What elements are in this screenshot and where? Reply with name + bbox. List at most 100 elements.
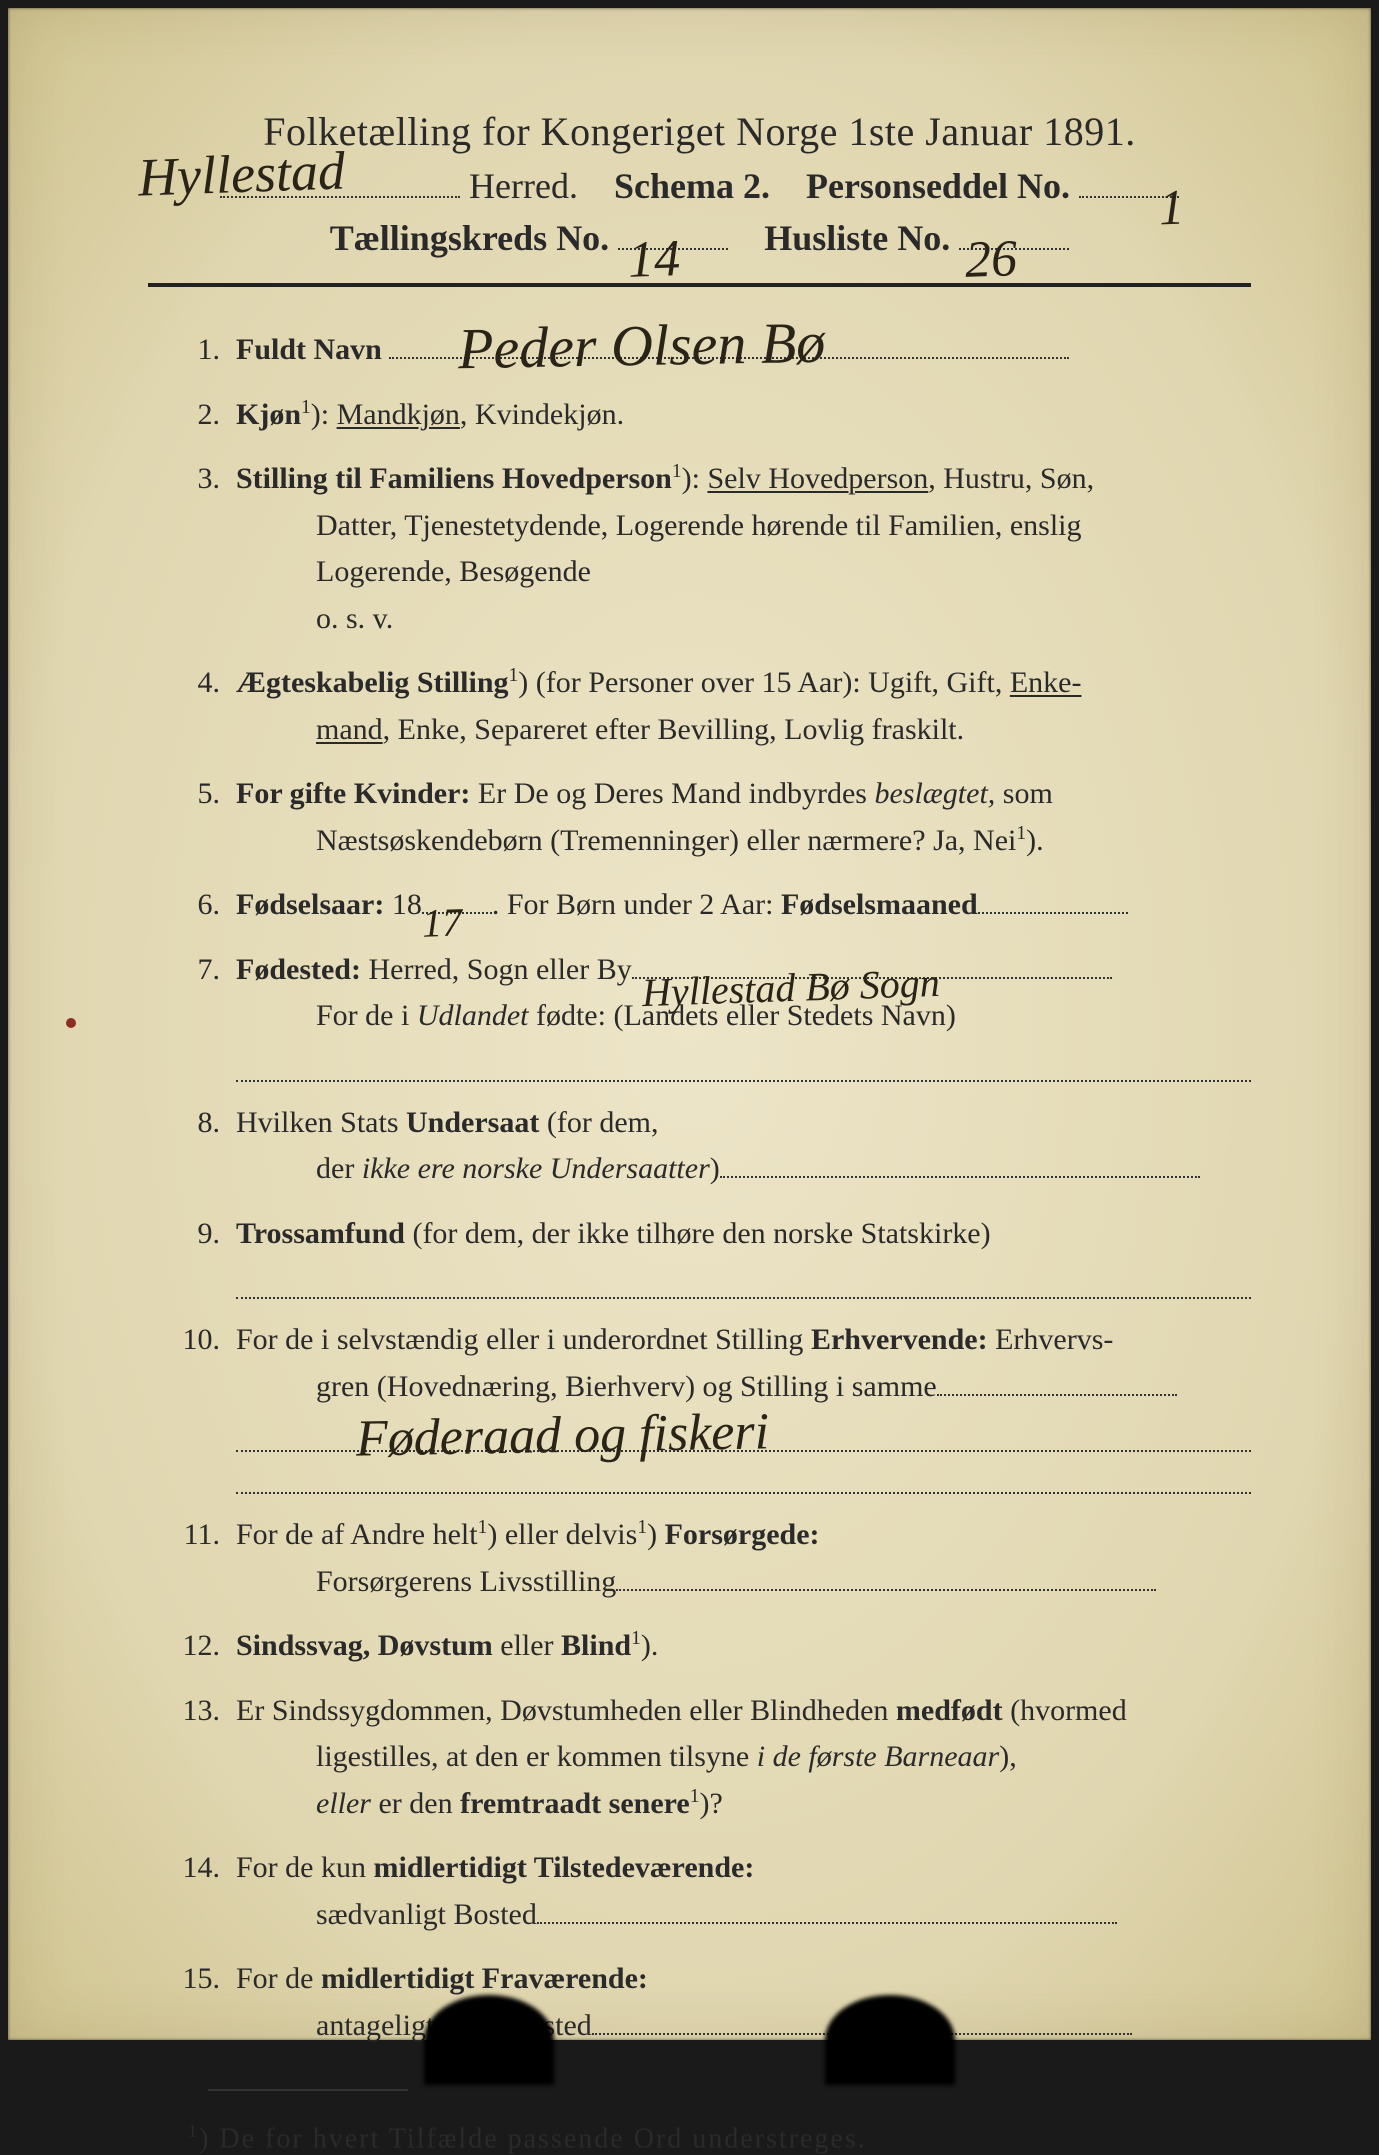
item-3-line2: Datter, Tjenestetydende, Logerende høren… [236, 503, 1251, 550]
item-8-line2rest: ) [710, 1152, 720, 1185]
item-8-text1: Hvilken Stats [236, 1106, 406, 1139]
item-8-dotted [720, 1176, 1200, 1178]
kreds-row: Tællingskreds No. 14 Husliste No. 26 [148, 217, 1251, 259]
item-13-text1: Er Sindssygdommen, Døvstumheden eller Bl… [236, 1694, 896, 1727]
item-3-num: 3. [178, 456, 236, 642]
item-14-num: 14. [178, 1845, 236, 1938]
item-1: 1. Fuldt Navn Peder Olsen Bø [178, 327, 1251, 374]
item-5-line2: Næstsøskendebørn (Tremenninger) eller næ… [316, 824, 1016, 857]
kreds-field: 14 [618, 248, 728, 250]
item-6-num: 6. [178, 882, 236, 929]
item-3-rest1: , Hustru, Søn, [928, 462, 1094, 495]
item-13: 13. Er Sindssygdommen, Døvstumheden elle… [178, 1688, 1251, 1828]
item-5-num: 5. [178, 771, 236, 864]
header-rule [148, 283, 1251, 287]
item-3: 3. Stilling til Familiens Hovedperson1):… [178, 456, 1251, 642]
item-5-sup: 1 [1016, 823, 1026, 844]
item-5: 5. For gifte Kvinder: Er De og Deres Man… [178, 771, 1251, 864]
red-dot-artifact [66, 1018, 76, 1028]
item-12-bold2: Blind [561, 1629, 631, 1662]
item-6-label2: Fødselsmaaned [781, 888, 978, 921]
item-5-text1: Er De og Deres Mand indbyrdes [470, 777, 874, 810]
schema-label: Schema 2. [614, 166, 770, 206]
item-2-text: ): [311, 398, 337, 431]
item-5-italic: beslægtet, [874, 777, 995, 810]
item-14-line2: sædvanligt Bosted [316, 1898, 537, 1931]
item-12-bold: Sindssvag, Døvstum [236, 1629, 493, 1662]
item-13-line3sup: 1 [690, 1786, 700, 1807]
item-4-sup: 1 [509, 665, 519, 686]
item-1-label: Fuldt Navn [236, 333, 382, 366]
item-4-line2pre: mand [316, 713, 383, 746]
title-text: Folketælling for Kongeriget Norge 1ste J… [263, 109, 1135, 154]
item-8-line2italic: ikke ere norske Undersaatter [362, 1152, 710, 1185]
item-11-line2: Forsørgerens Livsstilling [316, 1565, 616, 1598]
footnote: 1) De for hvert Tilfælde passende Ord un… [148, 2121, 1251, 2155]
herred-handwritten: Hyllestad [137, 139, 346, 208]
item-11-text3: ) [647, 1518, 665, 1551]
item-6-label: Fødselsaar: [236, 888, 384, 921]
item-2: 2. Kjøn1): Mandkjøn, Kvindekjøn. [178, 392, 1251, 439]
kreds-label: Tællingskreds No. [330, 218, 609, 258]
shadow-left [424, 1995, 554, 2085]
item-10: 10. For de i selvstændig eller i underor… [178, 1317, 1251, 1494]
item-1-value: Peder Olsen Bø [457, 298, 826, 394]
kreds-no: 14 [627, 229, 681, 290]
item-7-line2italic: Udlandet [417, 999, 529, 1032]
item-9-dotted [236, 1263, 1251, 1299]
item-6-text2: . For Børn under 2 Aar: [492, 888, 781, 921]
item-8-bold: Undersaat [406, 1106, 539, 1139]
footnote-sup: 1 [188, 2121, 199, 2141]
item-12-text1: eller [493, 1629, 561, 1662]
husliste-no: 26 [964, 229, 1018, 290]
herred-row: Hyllestad Herred. Schema 2. Personseddel… [148, 165, 1251, 207]
item-13-line2pre: ligestilles, at den er kommen tilsyne [316, 1740, 757, 1773]
item-7-field: Hyllestad Bø Sogn [632, 977, 1112, 979]
item-13-num: 13. [178, 1688, 236, 1828]
husliste-label: Husliste No. [764, 218, 950, 258]
item-13-line3text: er den [371, 1787, 460, 1820]
bottom-shadows [8, 1950, 1371, 2040]
personseddel-field: 1 [1079, 196, 1179, 198]
item-10-dotted2: Føderaad og fiskeri [236, 1416, 1251, 1452]
item-10-value: Føderaad og fiskeri [355, 1392, 769, 1480]
item-10-text2: Erhvervs- [988, 1323, 1114, 1356]
item-7: 7. Fødested: Herred, Sogn eller ByHylles… [178, 947, 1251, 1082]
item-7-line2pre: For de i [316, 999, 417, 1032]
item-14: 14. For de kun midlertidigt Tilstedevære… [178, 1845, 1251, 1938]
item-12-sup: 1 [631, 1628, 641, 1649]
item-9: 9. Trossamfund (for dem, der ikke tilhør… [178, 1211, 1251, 1300]
item-13-line2italic: i de første Barneaar [757, 1740, 999, 1773]
husliste-field: 26 [959, 248, 1069, 250]
item-3-line3: Logerende, Besøgende [236, 549, 1251, 596]
item-7-text1: Herred, Sogn eller By [361, 953, 632, 986]
item-2-label: Kjøn [236, 398, 301, 431]
footnote-text: ) De for hvert Tilfælde passende Ord und… [199, 2123, 867, 2154]
item-13-line2rest: ), [999, 1740, 1017, 1773]
item-9-num: 9. [178, 1211, 236, 1300]
item-12-text2: ). [641, 1629, 659, 1662]
item-4-num: 4. [178, 660, 236, 753]
item-8-num: 8. [178, 1100, 236, 1193]
herred-field [220, 196, 460, 198]
item-14-text1: For de kun [236, 1851, 374, 1884]
item-3-sup: 1 [672, 461, 682, 482]
footnote-rule [208, 2089, 408, 2091]
item-3-selected: Selv Hovedperson [707, 462, 928, 495]
item-13-line3italic: eller [316, 1787, 371, 1820]
item-9-text: (for dem, der ikke tilhøre den norske St… [405, 1217, 991, 1250]
item-4-line2rest: , Enke, Separeret efter Bevilling, Lovli… [383, 713, 964, 746]
item-13-line3bold: fremtraadt senere [460, 1787, 690, 1820]
item-11: 11. For de af Andre helt1) eller delvis1… [178, 1512, 1251, 1605]
item-11-num: 11. [178, 1512, 236, 1605]
item-11-text2: ) eller delvis [487, 1518, 637, 1551]
item-4-text1: ) (for Personer over 15 Aar): Ugift, Gif… [518, 666, 1010, 699]
item-13-line3end: )? [700, 1787, 723, 1820]
item-3-label: Stilling til Familiens Hovedperson [236, 462, 672, 495]
item-13-bold: medfødt [896, 1694, 1003, 1727]
item-12: 12. Sindssvag, Døvstum eller Blind1). [178, 1623, 1251, 1670]
item-7-num: 7. [178, 947, 236, 1082]
item-4: 4. Ægteskabelig Stilling1) (for Personer… [178, 660, 1251, 753]
item-2-sep: , [460, 398, 475, 431]
item-10-text1: For de i selvstændig eller i underordnet… [236, 1323, 811, 1356]
